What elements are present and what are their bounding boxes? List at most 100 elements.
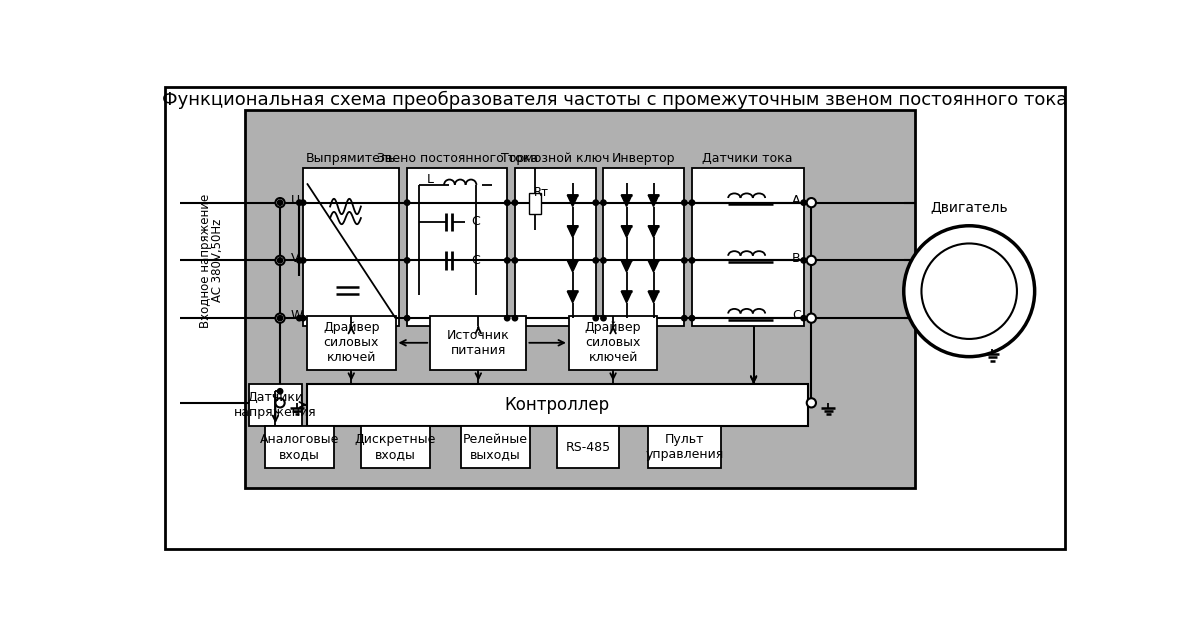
Text: Аналоговые
входы: Аналоговые входы [259, 433, 338, 461]
Circle shape [800, 258, 806, 263]
Bar [265, 426, 334, 468]
Circle shape [806, 198, 816, 207]
Circle shape [806, 314, 816, 323]
Text: L: L [427, 173, 433, 186]
Text: AC 380V,50Hz: AC 380V,50Hz [211, 219, 224, 302]
Circle shape [276, 256, 284, 265]
Circle shape [512, 316, 517, 321]
Polygon shape [622, 226, 632, 238]
Circle shape [504, 200, 510, 205]
Circle shape [404, 258, 409, 263]
Circle shape [689, 316, 695, 321]
Circle shape [277, 389, 283, 394]
Text: Дискретные
входы: Дискретные входы [355, 433, 437, 461]
Bar [407, 168, 508, 326]
Bar [250, 384, 301, 426]
Circle shape [300, 316, 306, 321]
Text: Пульт
управления: Пульт управления [646, 433, 724, 461]
Text: V: V [290, 251, 299, 265]
Polygon shape [568, 260, 578, 272]
Text: Функциональная схема преобразователя частоты с промежуточным звеном постоянного : Функциональная схема преобразователя час… [162, 91, 1068, 110]
Bar [431, 316, 527, 370]
Text: C: C [472, 254, 480, 267]
Text: Релейные
выходы: Релейные выходы [463, 433, 528, 461]
Bar [604, 168, 684, 326]
Polygon shape [622, 195, 632, 207]
Circle shape [922, 243, 1016, 339]
Circle shape [404, 316, 409, 321]
Circle shape [300, 200, 306, 205]
Circle shape [593, 200, 599, 205]
Circle shape [276, 198, 284, 207]
Text: C: C [792, 309, 800, 323]
Circle shape [300, 258, 306, 263]
Bar [692, 168, 804, 326]
Polygon shape [648, 226, 659, 238]
Bar [461, 426, 530, 468]
Bar [648, 426, 721, 468]
Text: Rт: Rт [533, 186, 548, 199]
Polygon shape [568, 226, 578, 238]
Text: Драйвер
силовых
ключей: Драйвер силовых ключей [584, 321, 641, 364]
Circle shape [800, 316, 806, 321]
Bar [569, 316, 658, 370]
Circle shape [682, 258, 686, 263]
Circle shape [504, 258, 510, 263]
Circle shape [296, 200, 302, 205]
Text: Контроллер: Контроллер [505, 396, 610, 414]
Polygon shape [568, 291, 578, 303]
Text: Звено постоянного тока: Звено постоянного тока [377, 152, 538, 165]
Circle shape [682, 316, 686, 321]
Polygon shape [622, 291, 632, 303]
Circle shape [404, 200, 409, 205]
Text: Входное напряжение: Входное напряжение [199, 193, 212, 328]
Circle shape [904, 226, 1034, 357]
Polygon shape [648, 291, 659, 303]
Text: Источник
питания: Источник питания [446, 329, 510, 357]
Circle shape [277, 316, 283, 321]
Text: Инвертор: Инвертор [612, 152, 676, 165]
Circle shape [601, 316, 606, 321]
Bar [307, 384, 808, 426]
Circle shape [689, 200, 695, 205]
Circle shape [689, 258, 695, 263]
Circle shape [593, 258, 599, 263]
Text: RS-485: RS-485 [565, 440, 611, 454]
Circle shape [277, 200, 283, 205]
Bar [361, 426, 431, 468]
Circle shape [806, 256, 816, 265]
Circle shape [512, 200, 517, 205]
Polygon shape [648, 260, 659, 272]
Text: C: C [472, 215, 480, 229]
Text: Датчики
напряжения: Датчики напряжения [234, 391, 317, 419]
Circle shape [800, 200, 806, 205]
Circle shape [277, 258, 283, 263]
Text: B: B [792, 251, 800, 265]
Circle shape [276, 398, 284, 408]
Text: W: W [290, 309, 304, 323]
Polygon shape [568, 195, 578, 207]
Text: Выпрямитель: Выпрямитель [306, 152, 396, 165]
Circle shape [276, 314, 284, 323]
Bar [304, 168, 400, 326]
Circle shape [601, 258, 606, 263]
Text: Тормозной ключ: Тормозной ключ [500, 152, 610, 165]
Circle shape [296, 258, 302, 263]
Text: Датчики тока: Датчики тока [702, 152, 793, 165]
Circle shape [296, 316, 302, 321]
Bar [557, 426, 619, 468]
Bar [307, 316, 396, 370]
Circle shape [512, 258, 517, 263]
Bar [246, 110, 916, 488]
Bar [529, 193, 541, 214]
Text: A: A [792, 194, 800, 207]
Circle shape [682, 200, 686, 205]
Circle shape [806, 398, 816, 408]
Polygon shape [648, 195, 659, 207]
Text: Драйвер
силовых
ключей: Драйвер силовых ключей [323, 321, 379, 364]
Bar [515, 168, 595, 326]
Circle shape [601, 200, 606, 205]
Polygon shape [622, 260, 632, 272]
Text: U: U [290, 194, 300, 207]
Text: Двигатель: Двигатель [930, 200, 1008, 214]
